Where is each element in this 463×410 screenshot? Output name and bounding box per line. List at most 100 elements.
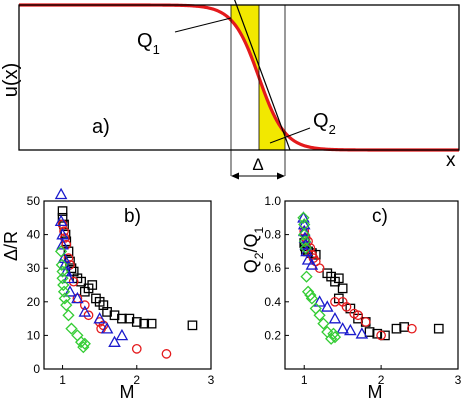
y-tick-label: 10 xyxy=(27,328,41,342)
data-point-triangle xyxy=(313,295,326,307)
x-axis-label-b: M xyxy=(120,382,135,402)
data-point-diamond xyxy=(57,285,71,298)
x-tick-label: 2 xyxy=(133,373,140,387)
panel-a: u(x) x a) Q1 Q2 Δ xyxy=(0,0,460,180)
data-point-square xyxy=(117,313,127,324)
data-point-diamond xyxy=(297,211,310,224)
data-point-diamond xyxy=(62,309,75,322)
data-point-diamond xyxy=(298,235,312,248)
panel-label-a: a) xyxy=(92,116,110,138)
data-point-triangle xyxy=(62,271,75,284)
data-point-triangle xyxy=(63,285,77,297)
data-point-square xyxy=(146,318,157,329)
data-points-b xyxy=(54,187,198,359)
data-point-triangle xyxy=(78,305,92,317)
data-point-triangle xyxy=(100,322,114,334)
data-point-diamond xyxy=(56,265,69,278)
y-tick-label: 0.8 xyxy=(264,228,281,242)
label-delta: Δ xyxy=(252,155,263,174)
data-points-c xyxy=(297,211,444,345)
data-point-triangle xyxy=(355,327,369,339)
data-point-square xyxy=(102,307,112,317)
x-tick-label: 3 xyxy=(455,373,462,387)
q2-pointer xyxy=(269,127,311,144)
panel-label-b: b) xyxy=(124,206,141,227)
data-point-square xyxy=(433,323,444,334)
data-point-circle xyxy=(360,317,371,327)
data-point-diamond xyxy=(78,337,91,350)
delta-arrow-head-left xyxy=(231,172,239,180)
data-point-triangle xyxy=(56,238,69,250)
data-point-diamond xyxy=(55,258,68,271)
data-point-square xyxy=(124,313,135,324)
data-point-diamond xyxy=(56,272,69,285)
data-point-circle xyxy=(353,310,363,321)
data-point-triangle xyxy=(344,323,357,336)
data-point-diamond xyxy=(58,292,71,305)
data-point-square xyxy=(76,276,86,287)
data-point-diamond xyxy=(65,322,78,335)
panel-c-frame xyxy=(284,200,459,370)
y-axis-label-a: u(x) xyxy=(0,63,22,97)
data-point-triangle xyxy=(320,300,334,312)
y-tick-label: 50 xyxy=(27,194,41,208)
data-point-square xyxy=(131,317,142,327)
label-q2: Q2 xyxy=(313,110,336,137)
data-point-diamond xyxy=(54,245,68,258)
data-point-triangle xyxy=(301,253,315,265)
data-point-triangle xyxy=(59,265,73,277)
data-point-circle xyxy=(83,310,94,321)
data-point-diamond xyxy=(313,309,326,322)
data-point-square xyxy=(63,246,74,257)
data-point-diamond xyxy=(317,317,330,330)
data-point-diamond xyxy=(57,278,70,292)
data-point-square xyxy=(87,280,98,290)
x-tick-label: 3 xyxy=(208,373,215,387)
data-point-triangle xyxy=(305,258,319,270)
y-tick-label: 20 xyxy=(27,295,41,309)
data-point-diamond xyxy=(328,330,342,344)
y-tick-label: 30 xyxy=(27,261,41,275)
data-point-diamond xyxy=(74,336,88,349)
data-point-circle xyxy=(68,276,79,287)
data-point-square xyxy=(57,206,68,216)
data-point-triangle xyxy=(115,328,129,341)
data-point-square xyxy=(380,330,390,341)
delta-arrow-head-right xyxy=(277,172,285,180)
data-point-triangle xyxy=(328,312,342,324)
data-point-triangle xyxy=(71,291,84,304)
y-tick-label: 0.2 xyxy=(264,328,281,342)
data-point-square xyxy=(187,320,198,331)
data-point-circle xyxy=(376,330,386,341)
tangent-line xyxy=(234,0,291,151)
x-tick-label: 1 xyxy=(59,373,66,387)
data-point-triangle xyxy=(93,312,106,324)
panel-b-frame xyxy=(43,200,212,370)
x-tick-label: 1 xyxy=(301,373,308,387)
y-tick-label: 0.6 xyxy=(264,261,281,275)
panel-a-frame xyxy=(18,4,460,151)
y-tick-label: 40 xyxy=(27,228,41,242)
data-point-triangle xyxy=(336,322,349,334)
data-point-square xyxy=(337,283,348,294)
data-point-circle xyxy=(131,343,142,354)
panel-c: 1 2 3 0.2 0.4 0.6 0.8 1.0 c) M Q2/Q1 xyxy=(241,194,462,402)
data-point-triangle xyxy=(54,187,68,200)
data-point-diamond xyxy=(304,288,317,302)
data-point-square xyxy=(333,273,344,284)
data-point-diamond xyxy=(300,270,313,283)
data-point-circle xyxy=(59,226,69,237)
data-point-square xyxy=(139,318,150,329)
data-point-triangle xyxy=(108,335,121,347)
data-point-circle xyxy=(79,300,90,311)
data-point-diamond xyxy=(327,327,340,340)
x-axis-label-c: M xyxy=(368,382,383,402)
y-tick-label: 1.0 xyxy=(264,194,281,208)
data-point-square xyxy=(109,310,120,321)
data-point-diamond xyxy=(305,292,319,305)
x-axis-label-a: x xyxy=(446,150,456,171)
data-point-circle xyxy=(330,296,340,307)
data-point-square xyxy=(391,323,402,334)
